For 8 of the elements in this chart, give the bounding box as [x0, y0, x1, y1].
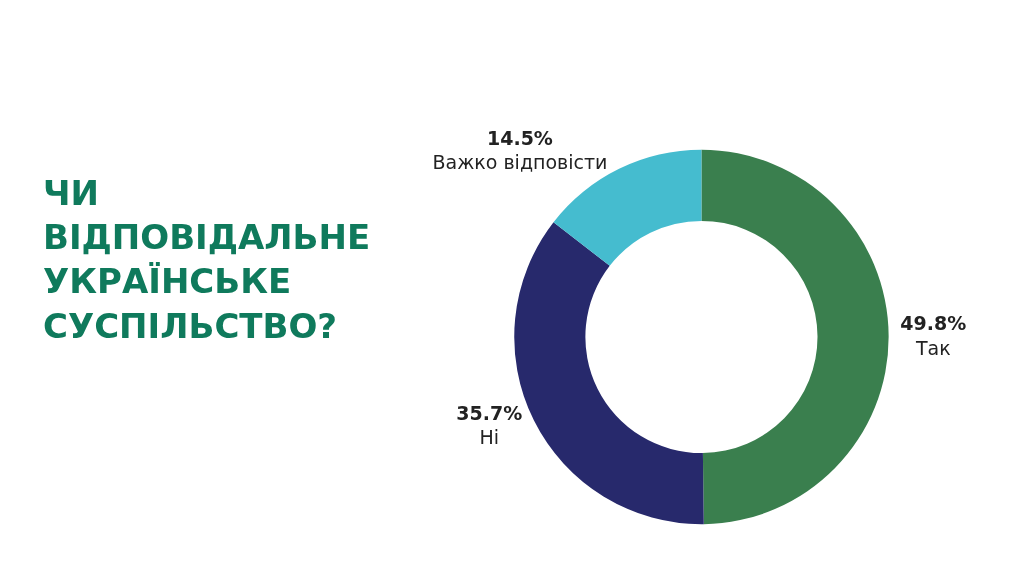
slice-label: Так	[914, 337, 951, 360]
slice-label: Ні	[479, 426, 499, 449]
data-label: 49.8%	[900, 312, 967, 335]
donut-slice	[701, 149, 889, 525]
slice-label: Важко відповісти	[432, 151, 608, 174]
data-label: 14.5%	[486, 126, 553, 149]
text: ЧИ ВІДПОВІДАЛЬНЕ УКРАЇНСЬКЕ СУСПІЛЬСТВО?	[43, 173, 371, 346]
data-label: 35.7%	[456, 401, 523, 424]
